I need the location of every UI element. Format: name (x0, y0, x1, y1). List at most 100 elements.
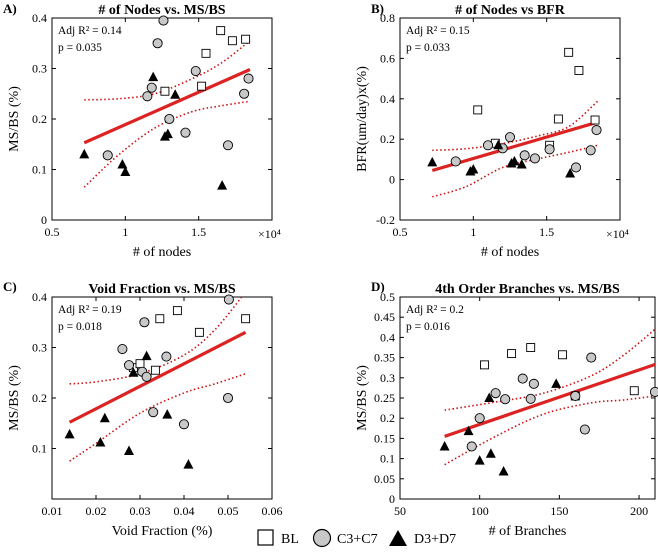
legend-label-c3c7: C3+C7 (337, 532, 378, 547)
x-tick-label: 0.05 (218, 504, 239, 518)
point-c3c7 (142, 91, 153, 102)
ci-lower-curve (69, 372, 246, 462)
point-c3c7 (178, 419, 190, 430)
axes-box (399, 17, 621, 221)
point-c3c7 (649, 386, 658, 397)
point-c3c7 (139, 317, 150, 328)
point-c3c7 (517, 373, 528, 384)
point-c3c7 (239, 88, 250, 99)
y-axis-label: MS/BS (%) (7, 365, 22, 431)
point-d3d7 (484, 392, 495, 402)
point-d3d7 (493, 139, 504, 150)
point-d3d7 (498, 466, 509, 476)
point-bl (590, 115, 600, 125)
point-bl (172, 306, 182, 316)
ci-upper-curve (432, 100, 599, 152)
y-tick-label: 0.5 (380, 290, 395, 304)
x-axis-label: # of nodes (133, 245, 191, 260)
point-d3d7 (99, 412, 110, 423)
point-bl (155, 314, 165, 324)
point-bl (216, 26, 226, 36)
x-tick-label: 1 (470, 225, 476, 239)
point-d3d7 (516, 158, 527, 169)
x-multiplier: ×10⁴ (258, 227, 281, 241)
y-tick-label: 0.1 (380, 452, 395, 466)
legend-marker-bl (257, 529, 274, 546)
point-d3d7 (183, 459, 194, 469)
point-c3c7 (222, 392, 234, 404)
x-tick-label: 1.5 (539, 225, 554, 239)
legend: BL C3+C7 D3+D7 (257, 528, 456, 548)
adj-r2-text: Adj R² = 0.19 (58, 304, 122, 316)
point-c3c7 (504, 132, 516, 143)
point-c3c7 (158, 15, 169, 26)
point-bl (558, 350, 568, 360)
point-c3c7 (525, 393, 536, 404)
point-c3c7 (591, 125, 602, 136)
point-d3d7 (79, 148, 90, 159)
x-tick-label: 1 (122, 225, 128, 239)
point-c3c7 (585, 145, 596, 156)
regression-line (444, 362, 655, 438)
x-tick-label: 50 (394, 504, 406, 518)
legend-marker-c3c7 (312, 528, 332, 548)
y-tick-label: 0.2 (32, 112, 47, 126)
regression-line (68, 330, 247, 424)
point-bl (241, 314, 251, 324)
p-value-text: p = 0.035 (58, 42, 102, 54)
point-bl (480, 360, 489, 370)
plot-area (83, 40, 251, 188)
point-c3c7 (243, 73, 254, 84)
chart-title: # of Nodes vs. MS/BS (98, 3, 225, 18)
point-c3c7 (529, 153, 540, 164)
point-c3c7 (544, 144, 555, 155)
point-c3c7 (528, 378, 539, 389)
y-tick-label: 0.4 (380, 330, 395, 344)
x-tick-label: 0.02 (86, 504, 107, 518)
panel-letter: C) (3, 279, 17, 294)
chart-title: # of Nodes vs BFR (455, 3, 566, 18)
point-bl (629, 386, 639, 396)
panel-c: C) Void Fraction vs. MS/BS 0.01 0.02 0.03 0.0… (3, 279, 283, 539)
point-c3c7 (223, 294, 234, 305)
p-value-text: p = 0.016 (406, 321, 450, 333)
y-tick-label: 0 (389, 492, 395, 506)
y-tick-label: 0.2 (380, 132, 395, 146)
x-tick-label: 150 (550, 504, 568, 518)
point-d3d7 (509, 155, 520, 166)
y-tick-label: 0.2 (380, 411, 395, 425)
point-c3c7 (466, 441, 477, 452)
point-bl (473, 105, 483, 115)
x-axis-label: # of nodes (481, 245, 539, 260)
point-bl (553, 114, 563, 124)
y-tick-label: 0.3 (380, 371, 395, 385)
x-tick-label: 0.5 (393, 225, 408, 239)
panel-a: A) # of Nodes vs. MS/BS 0.5 1 1.5 0 0.1 0.2 0.3 0… (3, 1, 281, 260)
x-tick-label: 0.06 (262, 504, 283, 518)
point-c3c7 (579, 424, 590, 435)
point-c3c7 (123, 360, 135, 371)
panel-d: D) 4th Order Branches vs. MS/BS 50 100 150 20… (355, 279, 658, 539)
point-c3c7 (190, 65, 201, 77)
point-bl (160, 86, 170, 96)
y-tick-label: 0.4 (32, 290, 47, 304)
x-tick-label: 0.5 (45, 225, 60, 239)
point-bl (241, 34, 251, 44)
point-c3c7 (141, 371, 152, 382)
panel-b: B) # of Nodes vs BFR 0.5 1 1.5 -0.2 0 0.2 0.4 0.6… (355, 1, 629, 260)
point-d3d7 (474, 455, 485, 465)
point-c3c7 (500, 394, 511, 405)
point-d3d7 (128, 367, 139, 377)
point-d3d7 (64, 428, 75, 439)
point-c3c7 (152, 38, 163, 49)
point-c3c7 (586, 352, 597, 363)
y-tick-label: 0.4 (32, 11, 47, 25)
point-d3d7 (95, 436, 106, 447)
point-bl (526, 343, 536, 352)
point-d3d7 (551, 378, 562, 388)
legend-label-bl: BL (281, 532, 299, 547)
plot-area (68, 297, 247, 462)
y-axis-label: BFR(um/day)x(%) (355, 66, 370, 172)
x-tick-label: 0.01 (42, 504, 63, 518)
